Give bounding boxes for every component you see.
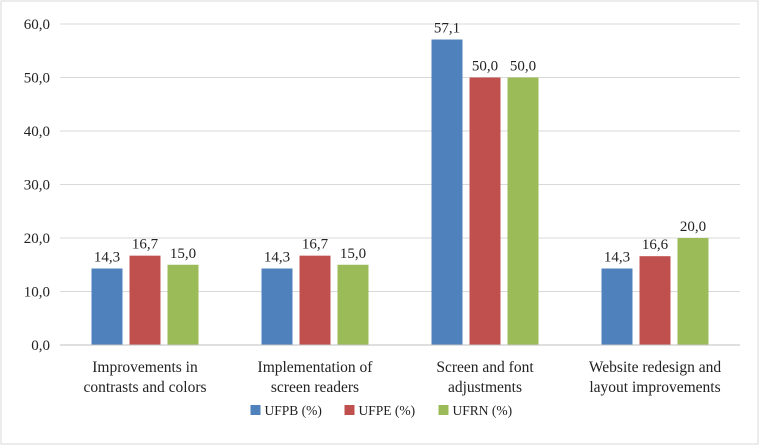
y-tick-label: 30,0 (24, 178, 50, 194)
data-label: 50,0 (472, 59, 498, 75)
bar (507, 77, 539, 345)
legend-swatch (250, 405, 261, 415)
category-labels: Improvements in contrasts and colors Imple… (83, 359, 721, 396)
data-label: 14,3 (94, 249, 120, 265)
bar (601, 268, 633, 345)
legend-label: UFRN (%) (453, 403, 513, 418)
category-label: layout improvements (589, 379, 720, 396)
legend-swatch (438, 405, 449, 415)
category-label: screen readers (271, 379, 359, 396)
legend-label: UFPB (%) (265, 403, 322, 418)
data-label: 16,7 (302, 237, 329, 253)
y-axis-tick-labels: 0,0 10,0 20,0 30,0 40,0 50,0 60,0 (24, 17, 50, 354)
bar (299, 255, 331, 345)
data-label: 14,3 (264, 249, 290, 265)
bar (677, 238, 709, 345)
bar (91, 268, 123, 345)
data-label: 15,0 (170, 246, 196, 262)
category-label: adjustments (448, 379, 522, 396)
y-tick-label: 10,0 (24, 285, 50, 301)
category-label: Improvements in (92, 359, 198, 376)
bar (469, 77, 501, 345)
data-label: 15,0 (340, 246, 366, 262)
legend: UFPB (%) UFPE (%) UFRN (%) (250, 403, 513, 418)
y-tick-label: 40,0 (24, 124, 50, 140)
bar (167, 264, 199, 345)
bar (431, 39, 463, 345)
data-label: 20,0 (680, 219, 706, 235)
y-tick-label: 50,0 (24, 71, 50, 87)
legend-label: UFPE (%) (359, 403, 416, 418)
legend-swatch (344, 405, 355, 415)
data-label: 16,7 (132, 237, 159, 253)
data-label: 57,1 (434, 21, 460, 37)
category-label: contrasts and colors (83, 379, 206, 396)
y-tick-label: 20,0 (24, 231, 50, 247)
bar-series (91, 39, 709, 345)
data-label: 50,0 (510, 59, 536, 75)
data-labels: 14,3 16,7 15,0 14,3 16,7 15,0 57,1 50,0 50,0 14,3… (94, 21, 706, 266)
bar (261, 268, 293, 345)
category-label: Website redesign and (589, 359, 721, 376)
y-tick-label: 60,0 (24, 17, 50, 33)
data-label: 14,3 (604, 249, 630, 265)
category-label: Implementation of (258, 359, 374, 376)
data-label: 16,6 (642, 237, 669, 253)
y-tick-label: 0,0 (31, 338, 50, 354)
bar (129, 255, 161, 345)
bar (639, 256, 671, 345)
category-label: Screen and font (436, 359, 534, 376)
bar (337, 264, 369, 345)
